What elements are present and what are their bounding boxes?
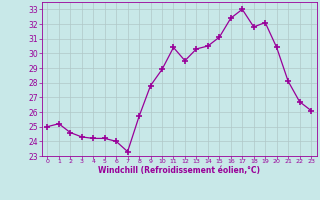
X-axis label: Windchill (Refroidissement éolien,°C): Windchill (Refroidissement éolien,°C) — [98, 166, 260, 175]
